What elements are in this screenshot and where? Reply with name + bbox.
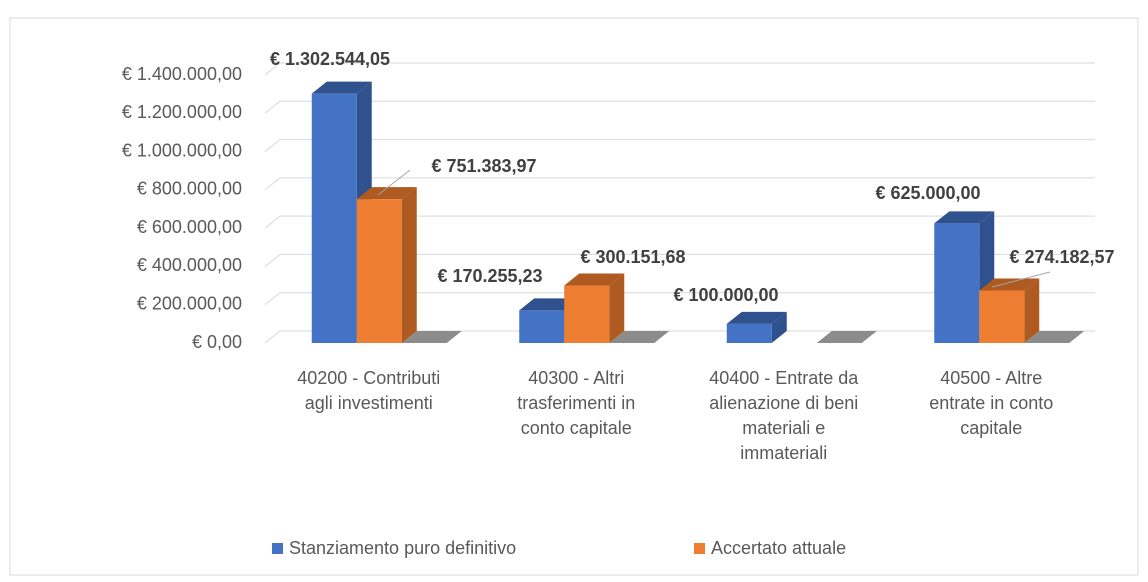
- bar-face: [979, 278, 1040, 291]
- data-label: € 170.255,23: [437, 266, 542, 286]
- bar-face: [311, 93, 357, 343]
- bar-face: [401, 187, 417, 343]
- legend-swatch: [694, 543, 705, 554]
- leader-line: [991, 271, 1051, 288]
- x-tick-label: 40200 - Contributi agli investimenti: [297, 368, 441, 413]
- bar-face: [564, 273, 625, 286]
- grid-line: [264, 330, 1095, 344]
- legend-label: Stanziamento puro definitivo: [289, 538, 517, 558]
- floor-shadow: [609, 331, 670, 343]
- x-tick-label: 40400 - Entrate da alienazione di beni m…: [709, 368, 859, 463]
- legend-item: Stanziamento puro definitivo: [272, 538, 516, 559]
- bar-face: [726, 323, 772, 343]
- leader-line: [377, 169, 411, 196]
- y-tick-label: € 800.000,00: [137, 179, 242, 199]
- bar-face: [519, 310, 565, 343]
- bar-face: [771, 311, 787, 343]
- x-tick-label: 40300 - Altri trasferimenti in conto cap…: [517, 368, 636, 438]
- bar-face: [609, 273, 625, 343]
- bar: [726, 311, 787, 343]
- data-label: € 1.302.544,05: [270, 49, 390, 69]
- legend-item: Accertato attuale: [694, 538, 846, 559]
- y-tick-label: € 1.200.000,00: [122, 102, 242, 122]
- grid-line: [264, 177, 1095, 191]
- bar-face: [934, 211, 995, 224]
- chart-border: [9, 17, 1139, 576]
- x-tick-label: 40500 - Altre entrate in conto capitale: [929, 368, 1054, 438]
- bar-face: [726, 311, 787, 324]
- bar-face: [311, 81, 372, 94]
- data-label: € 300.151,68: [580, 247, 685, 267]
- bar: [564, 273, 625, 343]
- bar-face: [356, 187, 417, 200]
- data-label: € 100.000,00: [673, 285, 778, 305]
- grid-line: [264, 62, 1095, 76]
- y-tick-label: € 1.400.000,00: [122, 64, 242, 84]
- legend-label: Accertato attuale: [711, 538, 847, 558]
- data-label: € 625.000,00: [875, 183, 980, 203]
- bar-face: [934, 223, 980, 343]
- bar: [979, 278, 1040, 343]
- data-label: € 274.182,57: [1009, 247, 1114, 267]
- y-tick-label: € 200.000,00: [137, 293, 242, 313]
- grid-line: [264, 292, 1095, 306]
- data-label: € 751.383,97: [431, 156, 536, 176]
- y-tick-label: € 400.000,00: [137, 255, 242, 275]
- y-tick-label: € 0,00: [192, 332, 242, 352]
- legend-swatch: [272, 543, 283, 554]
- bar: [356, 187, 417, 343]
- floor-shadow: [1024, 331, 1085, 343]
- y-tick-label: € 600.000,00: [137, 217, 242, 237]
- grid-line: [264, 215, 1095, 229]
- bar-face: [564, 285, 610, 343]
- floor-shadow: [816, 331, 877, 343]
- grid-line: [264, 100, 1095, 114]
- y-tick-label: € 1.000.000,00: [122, 140, 242, 160]
- grid-line: [264, 139, 1095, 152]
- floor-shadow: [401, 331, 462, 343]
- grid-line: [264, 253, 1095, 267]
- bar-face: [356, 199, 402, 343]
- bar-face: [979, 290, 1025, 343]
- bar-face: [1024, 278, 1040, 343]
